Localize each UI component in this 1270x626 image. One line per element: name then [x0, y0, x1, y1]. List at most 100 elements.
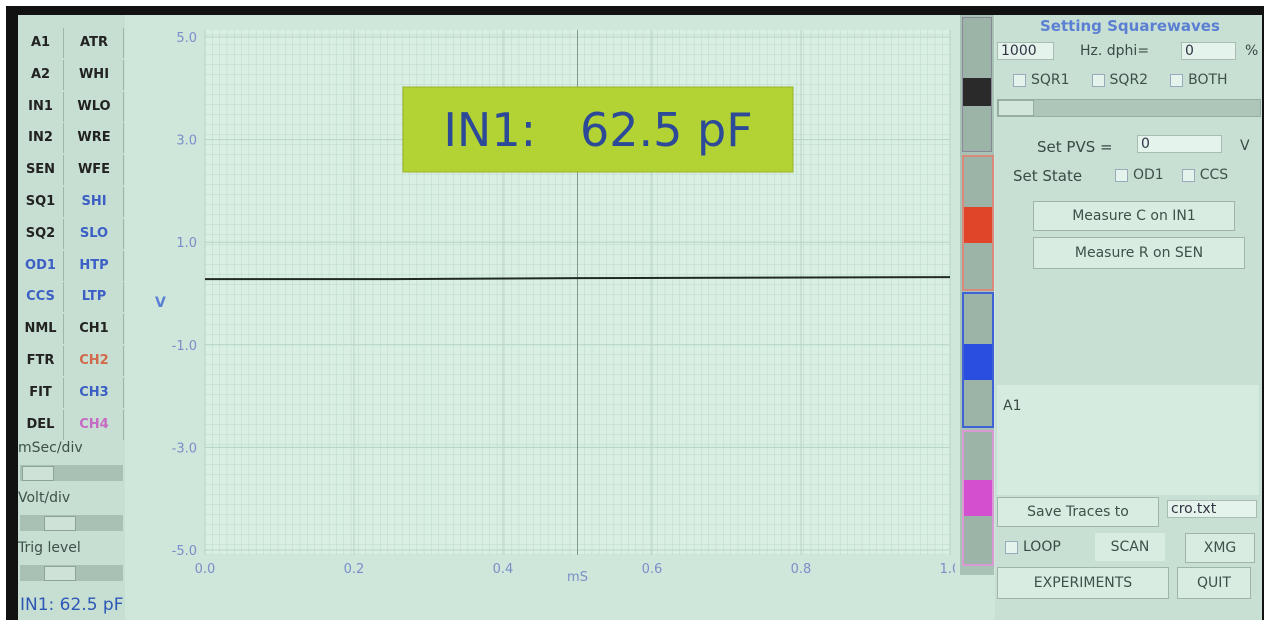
save-button[interactable]: Save Traces to — [997, 497, 1159, 527]
loop-label: LOOP — [1023, 539, 1061, 555]
mode-button[interactable]: FTR — [18, 346, 64, 376]
slider-label: Trig level — [18, 540, 81, 556]
state-label: Set State — [1013, 167, 1082, 185]
mode-button[interactable]: FIT — [18, 378, 64, 408]
slider-label: Volt/div — [18, 490, 70, 506]
slider-column — [960, 15, 994, 575]
slider-track[interactable] — [20, 565, 123, 581]
check-box — [1092, 74, 1105, 87]
mode-button[interactable]: IN1 — [18, 92, 64, 122]
slider-ch4 — [962, 430, 994, 566]
mode-button[interactable]: WFE — [65, 155, 124, 185]
mode-button[interactable]: WRE — [65, 123, 124, 153]
percent: % — [1245, 43, 1258, 59]
mode-button[interactable]: CH2 — [65, 346, 124, 376]
mode-button[interactable]: NML — [18, 314, 64, 344]
frequency-input[interactable]: 1000 — [997, 42, 1054, 60]
check-box — [1182, 169, 1195, 182]
slider[interactable] — [997, 99, 1261, 117]
slider-thumb[interactable] — [22, 466, 54, 481]
right-panel: Setting Squarewaves 1000 Hz. dphi= 0 % S… — [995, 15, 1262, 620]
check[interactable]: SQR1 — [1013, 72, 1070, 88]
mode-button[interactable]: OD1 — [18, 251, 64, 281]
measure-c-button[interactable]: Measure C on IN1 — [1033, 201, 1235, 231]
mode-button[interactable]: IN2 — [18, 123, 64, 153]
state-checks: OD1 CCS — [1115, 167, 1246, 183]
check[interactable]: CCS — [1182, 167, 1228, 183]
mode-button[interactable]: DEL — [18, 410, 64, 440]
display-text: IN1: 62.5 pF — [443, 103, 752, 157]
list-box — [997, 385, 1259, 495]
save-file[interactable]: cro.txt — [1167, 500, 1257, 518]
check[interactable]: SQR2 — [1092, 72, 1149, 88]
panel-title: Setting Squarewaves — [1040, 17, 1220, 35]
xmg-button[interactable]: XMG — [1185, 533, 1255, 563]
y-tick-label: 5.0 — [176, 31, 197, 46]
y-tick-label: 3.0 — [176, 134, 197, 149]
mode-button[interactable]: SQ2 — [18, 219, 64, 249]
experiments-button[interactable]: EXPERIMENTS — [997, 567, 1169, 599]
square-checks: SQR1 SQR2 BOTH — [1013, 72, 1262, 88]
pvs-label: Set PVS = — [1037, 138, 1113, 156]
quit-button[interactable]: QUIT — [1177, 567, 1251, 599]
check[interactable]: BOTH — [1170, 72, 1227, 88]
slider-track[interactable] — [20, 515, 123, 531]
mode-button[interactable]: A2 — [18, 60, 64, 90]
x-tick-label: 1.0 — [940, 562, 955, 577]
pvs-unit: V — [1240, 138, 1250, 154]
mode-button[interactable]: LTP — [65, 282, 124, 312]
check-box — [1170, 74, 1183, 87]
y-tick-label: -5.0 — [172, 544, 197, 559]
status: IN1: 62.5 pF — [20, 595, 124, 615]
check-label: SQR1 — [1031, 72, 1070, 88]
y-axis-label: V — [155, 295, 166, 311]
mode-button[interactable]: CH3 — [65, 378, 124, 408]
check-box — [1115, 169, 1128, 182]
slider-ch2 — [962, 155, 994, 291]
x-axis-label: mS — [567, 570, 588, 585]
mode-button[interactable]: SEN — [18, 155, 64, 185]
page: A1ATRA2WHIIN1WLOIN2WRESENWFESQ1SHISQ2SLO… — [0, 0, 1270, 626]
x-tick-label: 0.4 — [493, 562, 514, 577]
check[interactable]: OD1 — [1115, 167, 1164, 183]
slider-track[interactable] — [20, 465, 123, 481]
slider-thumb[interactable] — [44, 516, 76, 531]
mode-button[interactable]: HTP — [65, 251, 124, 281]
scan-button[interactable]: SCAN — [1095, 533, 1165, 561]
dphi-input[interactable]: 0 — [1181, 42, 1236, 60]
check-box — [1013, 74, 1026, 87]
mode-button[interactable]: ATR — [65, 28, 124, 58]
mode-button[interactable]: WHI — [65, 60, 124, 90]
list-item[interactable]: A1 — [1003, 398, 1021, 414]
check-label: CCS — [1200, 167, 1228, 183]
mode-button[interactable]: A1 — [18, 28, 64, 58]
x-tick-label: 0.0 — [195, 562, 216, 577]
slider-thumb[interactable] — [44, 566, 76, 581]
slider-ch3 — [962, 292, 994, 428]
slider-ch1 — [962, 17, 992, 152]
plot: 5.0 3.0 1.0 -1.0 -3.0 -5.0 0.0 0.2 0.4 0.6 0.8 1.0 V… — [125, 25, 955, 585]
x-tick-label: 0.8 — [791, 562, 812, 577]
mode-button[interactable]: SHI — [65, 187, 124, 217]
mode-button[interactable]: CCS — [18, 282, 64, 312]
check-label: OD1 — [1133, 167, 1164, 183]
slider-label: mSec/div — [18, 440, 83, 456]
check-label: SQR2 — [1110, 72, 1149, 88]
loop-check[interactable]: LOOP — [1005, 539, 1061, 555]
check-label: BOTH — [1188, 72, 1227, 88]
pvs-input[interactable]: 0 — [1137, 135, 1222, 153]
y-tick-label: 1.0 — [176, 236, 197, 251]
mode-button[interactable]: SLO — [65, 219, 124, 249]
y-tick-label: -3.0 — [172, 441, 197, 456]
mode-button[interactable]: CH4 — [65, 410, 124, 440]
left-panel: A1ATRA2WHIIN1WLOIN2WRESENWFESQ1SHISQ2SLO… — [18, 15, 125, 620]
y-tick-label: -1.0 — [172, 339, 197, 354]
x-tick-label: 0.2 — [344, 562, 365, 577]
x-tick-label: 0.6 — [642, 562, 663, 577]
measure-r-button[interactable]: Measure R on SEN — [1033, 237, 1245, 269]
dphi-label: Hz. dphi= — [1080, 43, 1149, 59]
mode-button[interactable]: CH1 — [65, 314, 124, 344]
mode-button[interactable]: SQ1 — [18, 187, 64, 217]
mode-button[interactable]: WLO — [65, 92, 124, 122]
